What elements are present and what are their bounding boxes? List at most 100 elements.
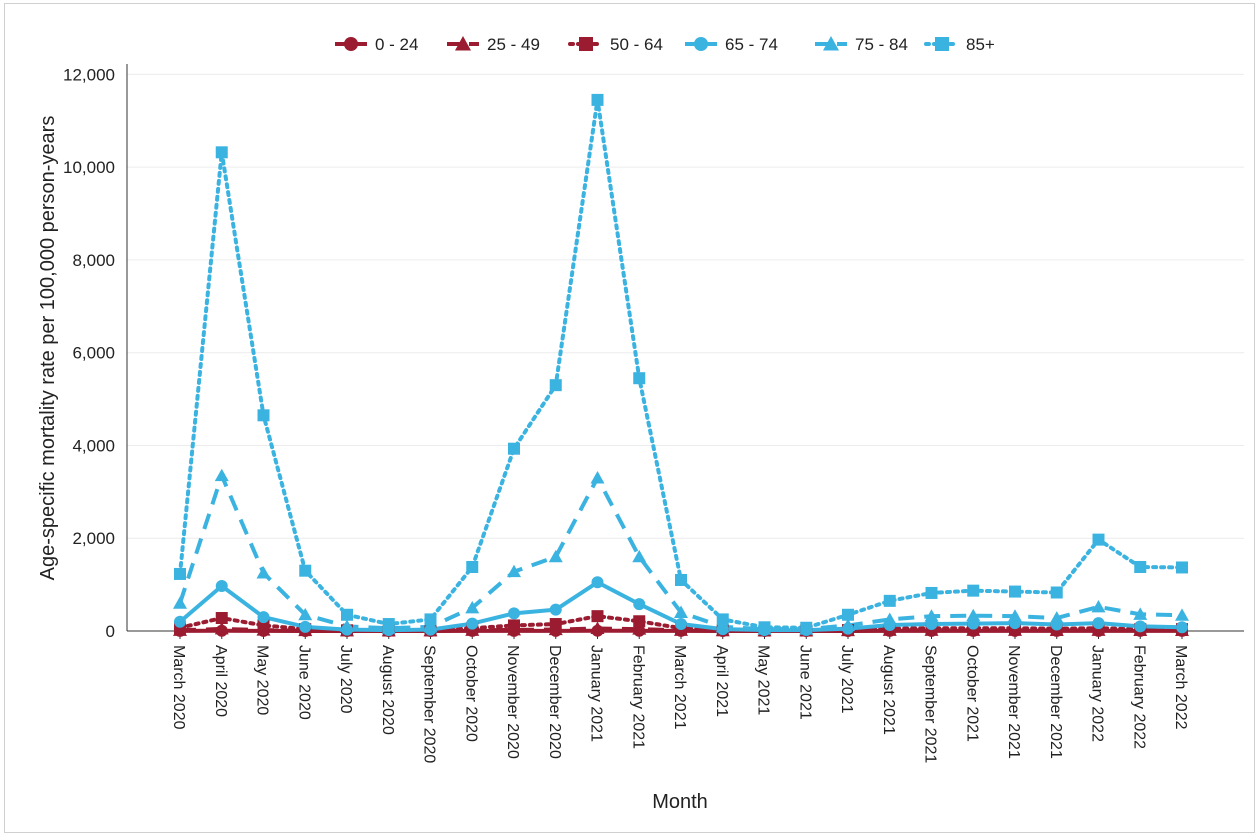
data-point: [883, 594, 896, 607]
x-tick-label: March 2021: [671, 645, 688, 730]
data-point: [549, 618, 562, 631]
data-point: [966, 608, 981, 622]
data-point: [215, 580, 228, 593]
data-point: [466, 560, 479, 573]
y-axis-title: Age-specific mortality rate per 100,000 …: [37, 116, 59, 581]
data-point: [591, 576, 604, 589]
data-point: [341, 608, 353, 621]
legend-marker: [823, 35, 839, 51]
data-point: [257, 619, 270, 632]
data-point: [1009, 585, 1021, 598]
data-point: [590, 471, 605, 484]
data-point: [633, 372, 646, 385]
y-tick-label: 0: [106, 622, 115, 641]
x-tick-label: October 2020: [462, 645, 479, 742]
data-point: [842, 608, 854, 621]
legend-marker: [344, 37, 358, 51]
data-point: [507, 564, 521, 578]
data-point: [548, 549, 563, 563]
y-tick-label: 8,000: [72, 251, 115, 270]
data-point: [1176, 561, 1188, 574]
data-point: [633, 598, 646, 611]
data-point: [508, 619, 520, 632]
data-point: [298, 607, 313, 621]
y-tick-label: 6,000: [72, 344, 115, 363]
data-point: [174, 567, 186, 580]
data-point: [214, 622, 229, 635]
data-point: [715, 619, 730, 633]
x-tick-label: January 2022: [1089, 645, 1106, 742]
data-point: [925, 586, 938, 599]
legend-marker: [694, 37, 708, 51]
x-tick-label: June 2020: [295, 645, 312, 720]
grid-lines: [127, 73, 1244, 539]
data-point: [1176, 621, 1188, 634]
data-point: [1092, 533, 1105, 546]
legend-marker: [579, 37, 593, 51]
x-tick-label: May 2021: [755, 645, 772, 715]
y-tick-label: 10,000: [63, 158, 115, 177]
x-tick-label: April 2021: [713, 645, 730, 717]
data-point: [675, 618, 687, 631]
data-point: [299, 564, 312, 577]
data-point: [508, 607, 520, 620]
legend-label: 75 - 84: [855, 35, 908, 54]
data-point: [215, 146, 228, 159]
data-point: [591, 610, 604, 623]
x-tick-label: July 2021: [838, 645, 855, 714]
data-point: [466, 617, 479, 630]
x-tick-label: November 2021: [1005, 645, 1022, 759]
data-point: [549, 379, 562, 392]
legend: 0 - 24 25 - 49 50 - 64 65 - 74 75 - 84 85+: [335, 35, 995, 54]
chart-frame: [4, 3, 1255, 833]
data-point: [256, 566, 271, 579]
x-tick-label: March 2022: [1172, 645, 1189, 730]
data-point: [632, 622, 647, 635]
y-tick-label: 2,000: [72, 529, 115, 548]
x-tick-label: September 2020: [421, 645, 438, 763]
x-tick-label: August 2021: [880, 645, 897, 735]
x-tick-label: December 2021: [1047, 645, 1064, 759]
x-tick-label: July 2020: [337, 645, 354, 714]
data-point: [590, 621, 605, 634]
data-point: [508, 442, 520, 455]
data-point: [340, 619, 354, 632]
x-tick-label: August 2020: [379, 645, 396, 735]
legend-label: 50 - 64: [610, 35, 663, 54]
data-point: [591, 93, 604, 106]
x-axis: March 2020 April 2020 May 2020 June 2020 Jul…: [127, 630, 1244, 763]
x-tick-label: May 2020: [254, 645, 271, 715]
data-point: [967, 584, 980, 597]
data-point: [1008, 609, 1022, 622]
data-point: [758, 621, 771, 634]
data-point: [633, 615, 646, 628]
data-point: [841, 618, 855, 631]
data-point: [257, 409, 270, 422]
data-point: [257, 611, 270, 624]
series-line-5: [178, 97, 1184, 630]
data-point: [716, 613, 729, 626]
legend-marker: [935, 37, 949, 51]
data-point: [1050, 586, 1063, 599]
x-tick-label: March 2020: [170, 645, 187, 730]
y-tick-label: 4,000: [72, 436, 115, 455]
x-tick-label: April 2020: [212, 645, 229, 717]
legend-label: 85+: [966, 35, 995, 54]
data-point: [1049, 611, 1064, 624]
y-axis: 0 2,000 4,000 6,000 8,000 10,000 12,000: [63, 64, 128, 641]
x-tick-label: January 2021: [588, 645, 605, 742]
data-point: [215, 612, 228, 625]
x-tick-label: November 2020: [504, 645, 521, 759]
data-point: [299, 620, 312, 633]
data-point: [1091, 599, 1106, 613]
legend-label: 0 - 24: [375, 35, 418, 54]
x-tick-label: February 2022: [1130, 645, 1147, 749]
data-point: [424, 613, 437, 626]
data-point: [423, 619, 438, 633]
x-tick-label: June 2021: [796, 645, 813, 720]
data-point: [800, 621, 813, 634]
data-point: [214, 468, 229, 482]
data-point: [549, 603, 562, 616]
x-tick-label: December 2020: [546, 645, 563, 759]
series-lines: [178, 97, 1184, 633]
